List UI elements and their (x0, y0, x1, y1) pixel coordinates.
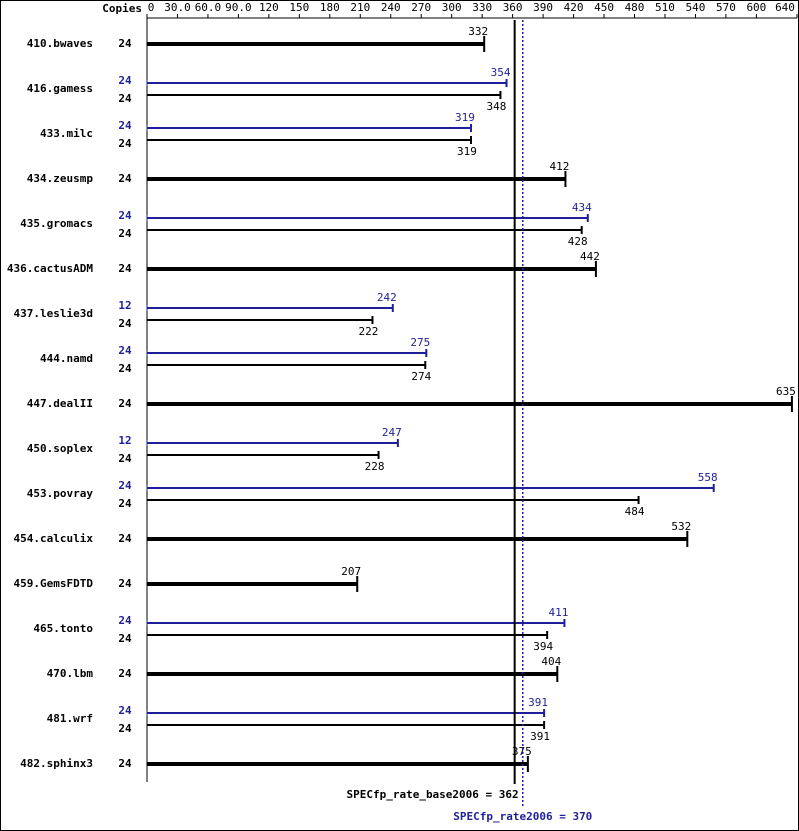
benchmark-name: 433.milc (40, 127, 93, 140)
benchmark-name: 450.soplex (27, 442, 94, 455)
benchmark-name: 465.tonto (33, 622, 93, 635)
x-tick-label: 270 (411, 1, 431, 14)
x-tick-label: 30.0 (164, 1, 191, 14)
base-value-label: 207 (341, 565, 361, 578)
base-value-label: 412 (550, 160, 570, 173)
peak-value-label: 391 (528, 696, 548, 709)
x-tick-label: 390 (533, 1, 553, 14)
x-tick-label: 180 (320, 1, 340, 14)
base-copies: 24 (118, 577, 132, 590)
base-copies: 24 (118, 667, 132, 680)
peak-copies: 12 (118, 299, 131, 312)
x-tick-label: 480 (625, 1, 645, 14)
base-copies: 24 (118, 92, 132, 105)
peak-value-label: 319 (455, 111, 475, 124)
x-tick-label: 450 (594, 1, 614, 14)
x-tick-label: 90.0 (225, 1, 252, 14)
benchmark-name: 416.gamess (27, 82, 93, 95)
peak-copies: 24 (118, 614, 132, 627)
x-tick-label: 300 (442, 1, 462, 14)
peak-copies: 24 (118, 479, 132, 492)
base-value-label: 484 (625, 505, 645, 518)
x-tick-label: 420 (564, 1, 584, 14)
benchmark-name: 481.wrf (47, 712, 93, 725)
base-copies: 24 (118, 452, 132, 465)
peak-value-label: 411 (548, 606, 568, 619)
base-value-label: 348 (487, 100, 507, 113)
benchmark-name: 444.namd (40, 352, 93, 365)
base-value-label: 319 (457, 145, 477, 158)
peak-value-label: 275 (410, 336, 430, 349)
base-value-label: 228 (365, 460, 385, 473)
base-copies: 24 (118, 532, 132, 545)
x-tick-label: 150 (289, 1, 309, 14)
base-value-label: 394 (533, 640, 553, 653)
peak-copies: 24 (118, 344, 132, 357)
base-value-label: 332 (468, 25, 488, 38)
base-value-label: 274 (411, 370, 431, 383)
base-copies: 24 (118, 227, 132, 240)
benchmark-name: 453.povray (27, 487, 94, 500)
base-copies: 24 (118, 632, 132, 645)
peak-copies: 24 (118, 704, 132, 717)
benchmark-name: 437.leslie3d (14, 307, 93, 320)
x-tick-label: 570 (716, 1, 736, 14)
benchmark-name: 459.GemsFDTD (14, 577, 94, 590)
peak-copies: 24 (118, 209, 132, 222)
benchmark-name: 454.calculix (14, 532, 94, 545)
x-tick-label: 600 (746, 1, 766, 14)
benchmark-name: 470.lbm (47, 667, 94, 680)
x-tick-label: 360 (503, 1, 523, 14)
base-value-label: 404 (541, 655, 561, 668)
copies-header: Copies (102, 2, 142, 15)
base-value-label: 222 (359, 325, 379, 338)
x-tick-label: 540 (686, 1, 706, 14)
base-copies: 24 (118, 37, 132, 50)
base-value-label: 532 (671, 520, 691, 533)
base-value-label: 375 (512, 745, 532, 758)
peak-copies: 24 (118, 119, 132, 132)
x-tick-label: 210 (350, 1, 370, 14)
base-copies: 24 (118, 497, 132, 510)
benchmark-name: 410.bwaves (27, 37, 93, 50)
peak-value-label: 434 (572, 201, 592, 214)
peak-value-label: 247 (382, 426, 402, 439)
base-copies: 24 (118, 397, 132, 410)
x-tick-label: 510 (655, 1, 675, 14)
base-value-label: 428 (568, 235, 588, 248)
base-copies: 24 (118, 722, 132, 735)
reference-label: SPECfp_rate_base2006 = 362 (346, 788, 518, 801)
base-copies: 24 (118, 137, 132, 150)
benchmark-name: 435.gromacs (20, 217, 93, 230)
x-tick-label: 0 (148, 1, 155, 14)
benchmark-name: 436.cactusADM (7, 262, 93, 275)
benchmark-name: 434.zeusmp (27, 172, 94, 185)
benchmark-name: 482.sphinx3 (20, 757, 93, 770)
base-copies: 24 (118, 757, 132, 770)
x-tick-label: 330 (472, 1, 492, 14)
peak-copies: 24 (118, 74, 132, 87)
x-tick-label: 240 (381, 1, 401, 14)
base-copies: 24 (118, 262, 132, 275)
base-copies: 24 (118, 362, 132, 375)
base-value-label: 391 (530, 730, 550, 743)
benchmark-name: 447.dealII (27, 397, 93, 410)
base-copies: 24 (118, 172, 132, 185)
x-tick-label: 120 (259, 1, 279, 14)
peak-value-label: 354 (491, 66, 511, 79)
base-value-label: 635 (776, 385, 796, 398)
peak-value-label: 242 (377, 291, 397, 304)
base-value-label: 442 (580, 250, 600, 263)
x-tick-label: 640 (775, 1, 795, 14)
base-copies: 24 (118, 317, 132, 330)
reference-label: SPECfp_rate2006 = 370 (453, 810, 592, 823)
peak-copies: 12 (118, 434, 131, 447)
peak-value-label: 558 (698, 471, 718, 484)
x-tick-label: 60.0 (195, 1, 222, 14)
